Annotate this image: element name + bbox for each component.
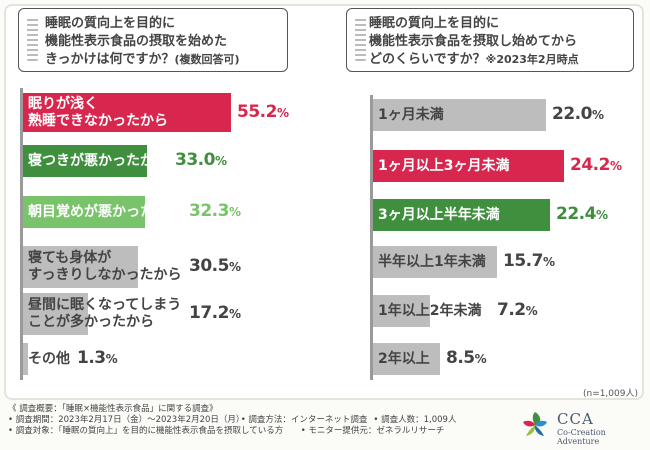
right-value-label-4: 7.2% [497, 300, 538, 320]
left-value-label-1: 33.0% [175, 150, 227, 170]
footer-target: • 調査対象：「睡眠の質向上」を目的に機能性表示食品を摂取している方 [8, 426, 284, 436]
right-question-line2: 機能性表示食品を摂取し始めてから [369, 34, 578, 49]
right-value-label-2: 22.4% [556, 204, 608, 224]
left-category-label-2: 朝目覚めが悪かったから [28, 203, 182, 220]
right-bar-2 [373, 199, 550, 231]
left-question-note: (複数回答可) [174, 53, 240, 66]
right-category-label-0: 1ヶ月未満 [378, 106, 444, 123]
left-value-label-2: 32.3% [189, 201, 241, 221]
left-category-label-3: 寝ても身体が すっきりしなかったから [28, 250, 182, 283]
left-value-label-4: 17.2% [189, 303, 241, 323]
left-bar-2 [23, 196, 145, 228]
survey-footer: 《 調査概要：「睡眠×機能性表示食品」に関する調査》 • 調査期間：2023年2… [8, 404, 456, 437]
right-chart-axis [370, 95, 373, 380]
left-question-line2: 機能性表示食品の摂取を始めた [45, 34, 228, 49]
right-bar-4 [373, 295, 430, 327]
footer-count: • 調査人数：1,009人 [373, 415, 457, 425]
right-bar-1 [373, 150, 564, 182]
left-question-line1: 睡眠の質向上を目的に [45, 16, 176, 31]
right-category-label-1: 1ヶ月以上3ヶ月未満 [378, 157, 510, 174]
right-bar-0 [373, 99, 546, 131]
brand: CCA Co-Creation Adventure [557, 410, 650, 446]
left-category-label-1: 寝つきが悪かったから [28, 152, 168, 169]
footer-period: • 調査期間：2023年2月17日（金）〜2023年2月20日（月） [8, 415, 245, 425]
left-value-label-3: 30.5% [189, 256, 241, 276]
brand-name: CCA [557, 410, 594, 428]
right-category-label-2: 3ヶ月以上半年未満 [378, 206, 500, 223]
left-question-line3: きっかけは何ですか？ [45, 52, 175, 67]
right-question-line1: 睡眠の質向上を目的に [369, 16, 500, 31]
left-value-label-5: 1.3% [77, 348, 118, 368]
left-bar-3 [23, 246, 138, 288]
right-value-label-0: 22.0% [552, 104, 604, 124]
left-category-label-5: その他 [28, 350, 70, 367]
right-bar-3 [373, 246, 497, 278]
right-question-line3: どのくらいですか？ [369, 52, 486, 67]
cca-logo-icon [523, 412, 547, 436]
footer-provider: • モニター提供元：ゼネラルリサーチ [300, 426, 445, 436]
left-bar-5 [23, 343, 28, 375]
right-category-label-5: 2年以上 [378, 350, 430, 367]
left-question-box: 睡眠の質向上を目的に 機能性表示食品の摂取を始めた きっかけは何ですか？(複数回… [18, 8, 288, 72]
right-category-label-3: 半年以上1年未満 [378, 253, 486, 270]
left-bar-4 [23, 293, 88, 335]
right-category-label-4: 1年以上2年未満 [378, 302, 482, 319]
right-bar-5 [373, 343, 440, 375]
brand-tagline: Co-Creation Adventure [557, 428, 606, 446]
left-value-label-0: 55.2% [237, 101, 289, 122]
left-category-label-4: 昼間に眠くなってしまう ことが多かったから [28, 297, 182, 330]
sample-size: (n=1,009人) [582, 389, 638, 399]
right-question-note: ※2023年2月時点 [485, 53, 579, 66]
right-value-label-3: 15.7% [503, 251, 555, 271]
footer-method: • 調査方法：インターネット調査 [240, 415, 368, 425]
left-category-label-0: 眠りが浅く 熟睡できなかったから [28, 95, 168, 129]
left-chart-axis [20, 88, 23, 380]
right-value-label-1: 24.2% [570, 155, 622, 175]
right-question-box: 睡眠の質向上を目的に 機能性表示食品を摂取し始めてから どのくらいですか？※20… [346, 8, 634, 72]
right-value-label-5: 8.5% [446, 348, 487, 368]
footer-line1: 《 調査概要：「睡眠×機能性表示食品」に関する調査》 [8, 404, 218, 414]
left-bar-0 [23, 93, 231, 132]
left-bar-1 [23, 145, 147, 177]
